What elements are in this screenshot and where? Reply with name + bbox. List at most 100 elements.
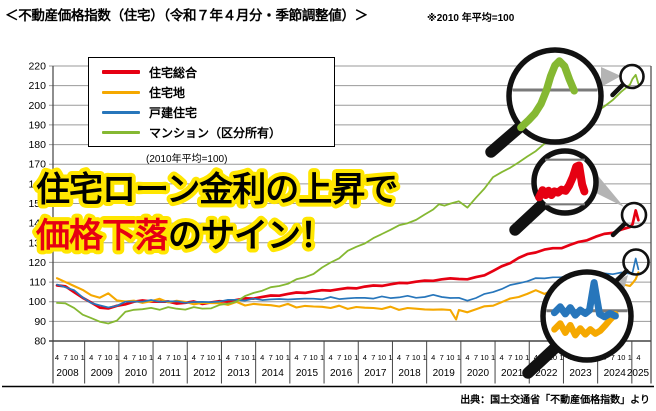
month-tick-label: 4 [636,353,640,362]
month-tick-label: 1 [217,353,221,362]
year-label: 2023 [569,368,592,379]
lens-zoomed-series-red [535,161,589,202]
headline-line2-rest: のサイン！ [168,217,333,255]
month-tick-label: 10 [309,353,317,362]
legend-item-mansion: マンション（区分所有） [102,123,334,141]
y-tick-label: 90 [34,316,46,328]
year-label: 2016 [330,368,353,379]
source-note: 出典：国土交通省「不動産価格指数」より [460,395,650,406]
month-tick-label: 1 [115,353,119,362]
magnifier-mansion-peak [485,47,645,158]
legend-label: マンション（区分所有） [149,125,282,140]
year-label: 2014 [262,368,285,379]
lens-zoomed-series-green [517,57,578,132]
legend-item-jutaku-sogo: 住宅総合 [102,63,334,81]
year-label: 2013 [227,368,250,379]
month-tick-label: 4 [260,353,264,362]
small-magnifier-handle [610,83,625,98]
month-tick-label: 7 [303,353,307,362]
year-label: 2011 [159,368,181,379]
month-tick-label: 10 [446,353,454,362]
year-label: 2022 [535,368,558,379]
month-tick-label: 10 [275,353,283,362]
month-tick-label: 4 [123,353,127,362]
y-tick-label: 190 [28,119,46,131]
month-tick-label: 10 [378,353,386,362]
y-tick-label: 100 [28,296,46,308]
year-label: 2019 [433,368,456,379]
legend-item-kodate: 戸建住宅 [102,103,334,121]
month-tick-label: 7 [405,353,409,362]
month-tick-label: 10 [173,353,181,362]
legend-label: 住宅総合 [149,65,198,80]
month-tick-label: 4 [329,353,333,362]
month-tick-label: 1 [559,353,563,362]
month-tick-label: 10 [138,353,146,362]
month-tick-label: 1 [628,353,632,362]
base-year-note: ※2010 年平均=100 [427,13,515,24]
month-tick-label: 4 [363,353,367,362]
year-label: 2025 [627,368,650,379]
year-label: 2012 [193,368,216,379]
month-tick-label: 1 [423,353,427,362]
month-tick-label: 7 [63,353,67,362]
month-tick-label: 4 [431,353,435,362]
magnifier-handle [522,341,562,379]
month-tick-label: 4 [192,353,196,362]
month-tick-label: 7 [611,353,615,362]
series-line-2 [56,257,640,309]
month-tick-label: 7 [200,353,204,362]
y-tick-label: 170 [28,159,46,171]
magnifier-annotations [485,47,650,379]
legend-note: (2010年平均=100) [146,154,228,165]
chart-legend: 住宅総合 住宅地 戸建住宅 マンション（区分所有） [88,57,335,147]
month-tick-label: 1 [286,353,290,362]
legend-swatch-jutaku-sogo [102,70,140,74]
year-label: 2024 [604,368,627,379]
legend-swatch-kodate [102,110,140,114]
grid-layer: 8090100110120130140150160170180190200210… [2,61,654,388]
month-tick-label: 4 [534,353,538,362]
y-tick-label: 220 [28,61,46,73]
month-tick-label: 7 [337,353,341,362]
month-tick-label: 1 [354,353,358,362]
year-label: 2021 [501,368,524,379]
month-tick-label: 4 [397,353,401,362]
month-tick-label: 10 [207,353,215,362]
month-tick-label: 4 [55,353,59,362]
month-tick-label: 7 [98,353,102,362]
month-tick-label: 4 [294,353,298,362]
year-label: 2010 [125,368,148,379]
month-tick-label: 1 [457,353,461,362]
month-tick-label: 10 [241,353,249,362]
month-tick-label: 7 [166,353,170,362]
year-label: 2020 [467,368,490,379]
month-tick-label: 1 [388,353,392,362]
month-tick-label: 10 [617,353,625,362]
y-tick-label: 160 [28,178,46,190]
magnifier-handle [485,121,526,158]
month-tick-label: 1 [149,353,153,362]
callout-wedge [594,171,624,207]
year-label: 2015 [296,368,319,379]
legend-label: 住宅地 [149,85,186,100]
y-tick-label: 180 [28,139,46,151]
y-tick-label: 130 [28,237,46,249]
page-title: ＜不動産価格指数（住宅）（令和７年４月分・季節調整値）＞ [5,8,368,23]
year-label: 2017 [364,368,387,379]
y-tick-label: 210 [28,80,46,92]
month-tick-label: 10 [104,353,112,362]
y-tick-label: 140 [28,218,46,230]
month-tick-label: 4 [500,353,504,362]
y-tick-label: 200 [28,100,46,112]
month-tick-label: 1 [81,353,85,362]
month-tick-label: 1 [183,353,187,362]
callout-wedge [601,67,621,87]
headline-line2-highlight: 価格下落 [35,217,170,255]
year-label: 2009 [91,368,114,379]
y-tick-label: 120 [28,257,46,269]
month-tick-label: 10 [515,353,523,362]
y-tick-label: 80 [34,336,46,348]
